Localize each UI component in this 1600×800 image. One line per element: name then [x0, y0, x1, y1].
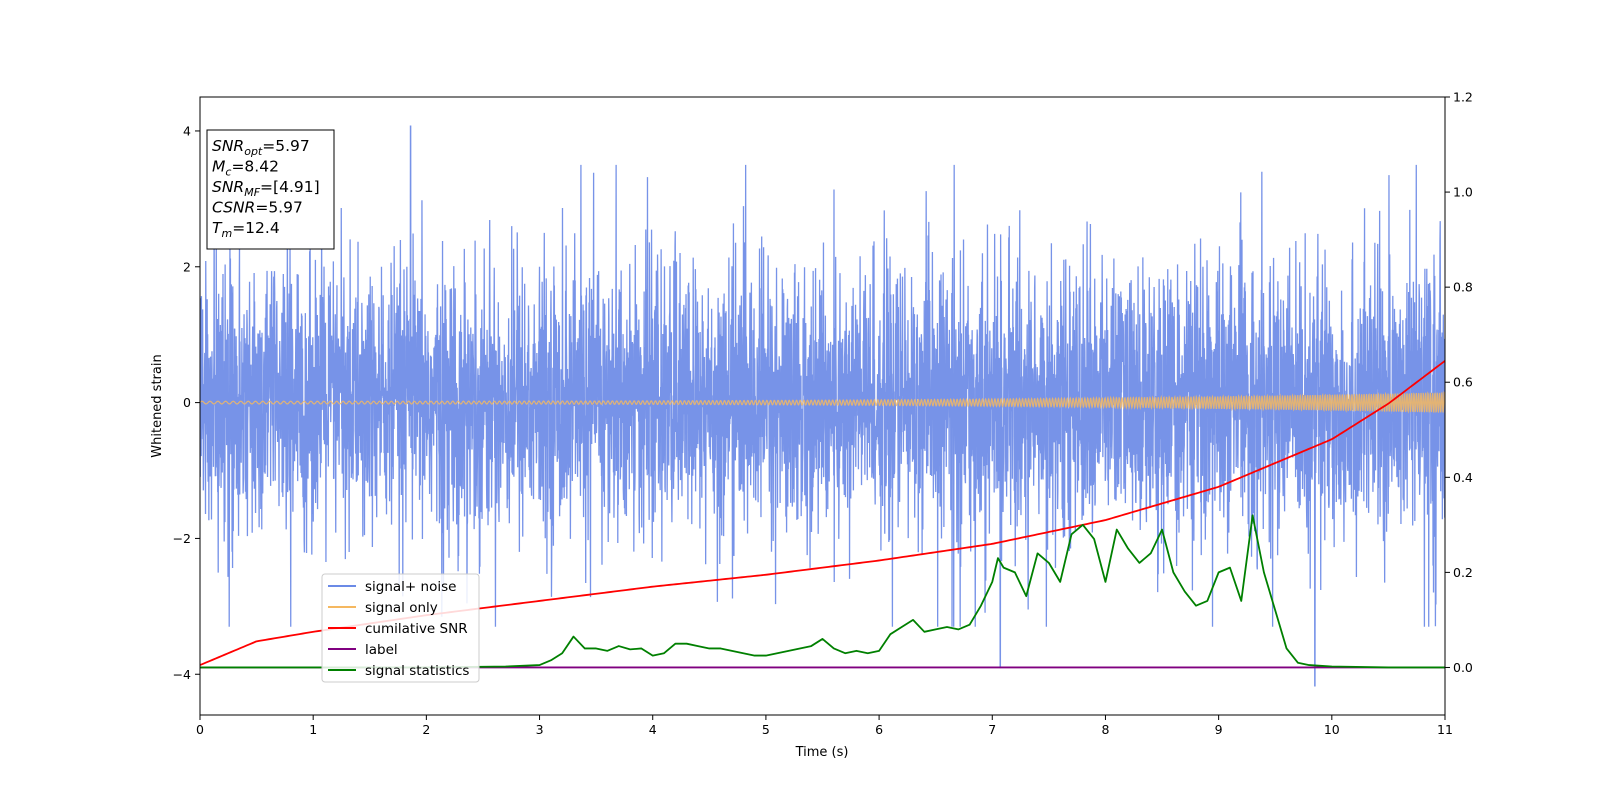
x-tick-label: 0 — [196, 722, 204, 737]
y-axis-left: 4 2 0 −2 −4 — [173, 123, 200, 682]
plot-frame — [199, 96, 1446, 716]
y-right-tick-label: 0.0 — [1453, 660, 1473, 675]
y-left-tick-label: −2 — [173, 531, 191, 546]
y-left-tick-label: 0 — [183, 395, 191, 410]
y-right-tick-label: 0.6 — [1453, 375, 1473, 390]
x-tick-label: 10 — [1324, 722, 1340, 737]
legend-label: cumilative SNR — [365, 621, 468, 637]
series-line-signal-only — [200, 390, 1445, 414]
x-tick-label: 9 — [1215, 722, 1223, 737]
y-right-tick-label: 1.0 — [1453, 185, 1473, 200]
info-box-line: CSNR=5.97 — [212, 199, 303, 217]
x-tick-label: 7 — [988, 722, 996, 737]
legend-label: signal+ noise — [365, 579, 456, 595]
y-right-tick-label: 0.8 — [1453, 280, 1473, 295]
x-tick-label: 1 — [309, 722, 317, 737]
x-tick-label: 2 — [422, 722, 430, 737]
y-axis-label: Whitened strain — [150, 354, 165, 457]
y-left-tick-label: −4 — [173, 667, 191, 682]
x-tick-label: 5 — [762, 722, 770, 737]
x-tick-label: 3 — [536, 722, 544, 737]
legend-label: signal only — [365, 600, 438, 616]
legend: signal+ noise signal only cumilative SNR la… — [321, 573, 480, 683]
y-right-tick-label: 0.2 — [1453, 565, 1473, 580]
x-tick-label: 6 — [875, 722, 883, 737]
legend-label: signal statistics — [365, 663, 469, 679]
y-left-tick-label: 4 — [183, 123, 191, 138]
x-tick-label: 8 — [1101, 722, 1109, 737]
y-axis-right: 1.2 1.0 0.8 0.6 0.4 0.2 0.0 — [1445, 90, 1473, 675]
x-tick-label: 11 — [1437, 722, 1453, 737]
info-box-frame — [206, 129, 335, 250]
y-left-tick-label: 2 — [183, 259, 191, 274]
legend-label: label — [365, 642, 398, 658]
info-box-line: SNRopt=5.97 — [212, 137, 310, 158]
x-axis-label: Time (s) — [795, 745, 849, 760]
series-line-signal-noise — [200, 125, 1445, 687]
info-box-line: SNRMF=[4.91] — [212, 178, 320, 199]
y-right-tick-label: 0.4 — [1453, 470, 1473, 485]
x-axis: 0 1 2 3 4 5 6 7 8 9 10 11 — [196, 715, 1453, 737]
x-tick-label: 4 — [649, 722, 657, 737]
info-box-line: Mc=8.42 — [212, 158, 279, 179]
info-box-line: Tm=12.4 — [212, 219, 280, 240]
y-right-tick-label: 1.2 — [1453, 90, 1473, 105]
legend-frame — [321, 573, 480, 683]
series-line-signal-statistics — [200, 514, 1445, 669]
